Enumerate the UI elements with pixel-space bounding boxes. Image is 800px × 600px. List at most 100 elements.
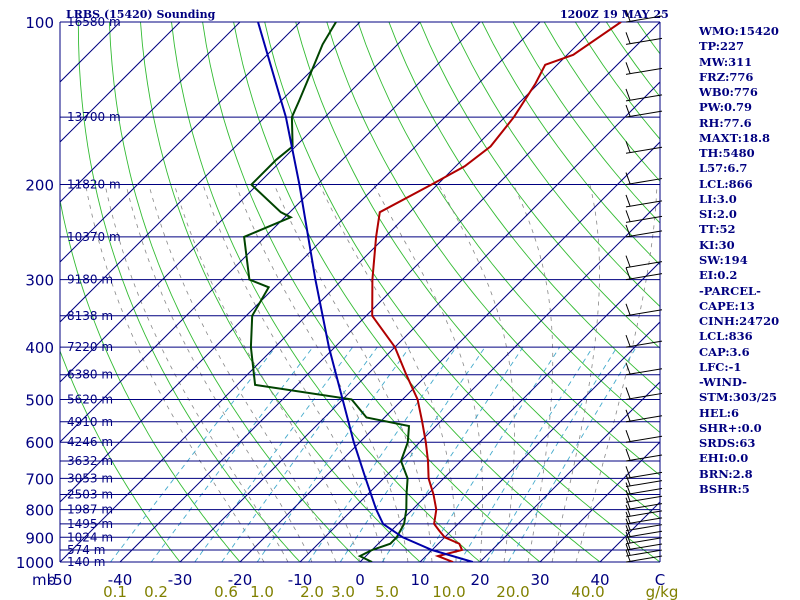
height-label: 10370 m xyxy=(67,230,121,244)
moist-adiabat xyxy=(513,184,554,562)
wind-barb xyxy=(625,495,663,503)
dry-adiabat xyxy=(233,22,601,562)
sounding-index-item: SI:2.0 xyxy=(699,207,737,222)
temperature-tick-label: -10 xyxy=(288,571,313,589)
height-label: 3632 m xyxy=(67,454,113,468)
temperature-tick-label: -30 xyxy=(168,571,193,589)
height-label: 4246 m xyxy=(67,435,113,449)
sounding-index-item: MAXT:18.8 xyxy=(699,130,770,145)
sounding-index-item: WB0:776 xyxy=(699,85,758,100)
wind-barb-feather xyxy=(625,255,631,267)
wind-barb-feather xyxy=(625,518,631,530)
wind-barb-feather xyxy=(625,62,631,74)
wind-barb xyxy=(625,94,663,102)
profile-lines xyxy=(243,22,622,562)
sounding-index-item: SW:194 xyxy=(699,252,748,267)
sounding-index-item: PW:0.79 xyxy=(699,100,753,115)
wind-barb xyxy=(625,368,663,376)
wind-barb xyxy=(625,273,663,281)
wind-barb-feather xyxy=(625,88,631,101)
wind-barb xyxy=(625,110,663,118)
sounding-index-item: LCL:866 xyxy=(699,176,753,191)
sounding-index-item: EI:0.2 xyxy=(699,268,738,283)
moist-adiabat xyxy=(104,184,289,562)
height-label: 140 m xyxy=(67,555,105,569)
pressure-tick-label: 200 xyxy=(25,177,54,195)
height-label: 5620 m xyxy=(67,392,113,406)
temperature-tick-label: -20 xyxy=(228,571,253,589)
wind-barb xyxy=(625,471,663,479)
wind-barb-feather xyxy=(625,474,631,486)
isotherm xyxy=(60,22,481,443)
temperature-tick-label: 30 xyxy=(530,571,549,589)
wind-barb-feather xyxy=(625,409,631,421)
sounding-index-item: L57:6.7 xyxy=(699,161,748,176)
sounding-index-item: CINH:24720 xyxy=(699,314,780,329)
isotherm xyxy=(60,22,541,503)
isotherm xyxy=(119,22,660,562)
sounding-index-item: SHR+:0.0 xyxy=(699,420,762,435)
wind-barb xyxy=(625,37,663,45)
isotherm xyxy=(479,381,660,562)
wind-barb xyxy=(625,517,663,525)
sounding-index-item: BSHR:5 xyxy=(699,481,750,496)
wind-barb-feather xyxy=(625,172,631,184)
wind-barb xyxy=(625,261,663,269)
pressure-tick-label: 600 xyxy=(25,434,54,452)
wind-barb xyxy=(625,543,663,551)
sounding-index-item: CAPE:13 xyxy=(699,298,755,313)
sounding-index-item: TT:52 xyxy=(699,222,736,237)
pressure-tick-label: 500 xyxy=(25,391,54,409)
wind-barb xyxy=(625,215,663,223)
isotherm xyxy=(60,22,421,383)
sounding-index-item: RH:77.6 xyxy=(699,115,752,130)
wind-barb-feather xyxy=(625,210,631,222)
wind-barb xyxy=(625,309,663,317)
mixing-ratio-line xyxy=(308,346,457,562)
height-label: 13700 m xyxy=(67,110,121,124)
sounding-index-item: EHI:0.0 xyxy=(699,451,749,466)
chart-timestamp: 1200Z 19 MAY 25 xyxy=(560,8,669,21)
parcel-line xyxy=(257,22,474,562)
isotherm xyxy=(60,22,601,562)
chart-title: LRBS (15420) Sounding xyxy=(66,8,216,21)
wind-barb-feather xyxy=(625,362,631,374)
mixing-ratio-label: 10.0 xyxy=(432,583,465,600)
wind-barb xyxy=(625,200,663,208)
sounding-index-item: -WIND- xyxy=(699,375,747,390)
wind-barb-feather xyxy=(625,482,631,494)
sounding-index-item: TP:227 xyxy=(699,39,745,54)
wind-barb xyxy=(625,549,663,557)
mixing-ratio-label: 0.6 xyxy=(214,583,238,600)
height-label: 574 m xyxy=(67,543,105,557)
wind-barb-feather xyxy=(625,497,631,509)
mixing-ratio-label: 0.1 xyxy=(103,583,127,600)
wind-barb-feather xyxy=(625,504,631,517)
temperature-tick-label: -50 xyxy=(48,571,73,589)
moist-adiabat xyxy=(173,184,361,562)
height-label: 7220 m xyxy=(67,340,113,354)
height-label: 1495 m xyxy=(67,517,113,531)
moist-adiabat xyxy=(235,184,409,562)
wind-barb xyxy=(625,454,663,462)
wind-barb xyxy=(625,392,663,400)
wind-barb xyxy=(625,415,663,423)
isotherm xyxy=(179,81,660,562)
temperature-tick-label: 10 xyxy=(410,571,429,589)
wind-barb-feather xyxy=(625,9,631,22)
dewpoint-line xyxy=(243,22,411,562)
height-label: 8138 m xyxy=(67,309,113,323)
isotherm xyxy=(60,22,241,203)
wind-barb-feather xyxy=(625,490,631,502)
wind-barb-feather xyxy=(625,511,631,524)
mixing-ratio-label: 3.0 xyxy=(331,583,355,600)
isotherm xyxy=(539,441,660,562)
wind-barb-feather xyxy=(625,267,631,279)
pressure-tick-label: 1000 xyxy=(16,554,54,572)
isotherm xyxy=(60,22,361,323)
mixing-ratio-label: 2.0 xyxy=(300,583,324,600)
isotherm xyxy=(359,261,660,562)
temperature-tick-label: 20 xyxy=(470,571,489,589)
wind-barb-feather xyxy=(625,104,631,117)
mixing-ratio-label: 1.0 xyxy=(250,583,274,600)
